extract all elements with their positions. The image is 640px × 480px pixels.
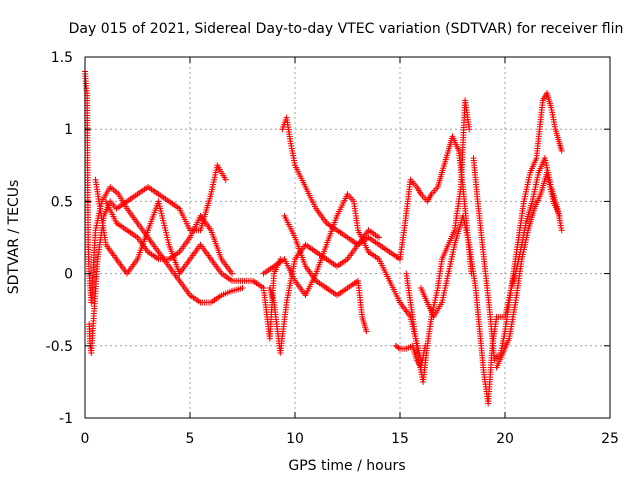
data-point bbox=[395, 344, 402, 351]
y-tick-label: 0.5 bbox=[51, 194, 73, 210]
y-tick-label: -1 bbox=[59, 411, 73, 427]
data-point bbox=[558, 147, 565, 154]
data-series bbox=[470, 155, 565, 364]
x-tick-label: 20 bbox=[496, 431, 514, 447]
x-tick-label: 5 bbox=[186, 431, 195, 447]
data-series bbox=[103, 198, 235, 277]
x-tick-label: 15 bbox=[391, 431, 409, 447]
y-tick-label: 0 bbox=[64, 267, 73, 283]
y-axis-label: SDTVAR / TECUs bbox=[6, 180, 22, 295]
data-series bbox=[86, 162, 229, 357]
data-point bbox=[376, 234, 382, 241]
data-point bbox=[556, 212, 563, 219]
data-series bbox=[403, 97, 473, 385]
x-tick-label: 25 bbox=[601, 431, 619, 447]
data-point bbox=[229, 270, 235, 277]
data-series bbox=[279, 114, 382, 248]
x-tick-label: 10 bbox=[286, 431, 304, 447]
chart-title: Day 015 of 2021, Sidereal Day-to-day VTE… bbox=[69, 21, 624, 37]
plot-frame bbox=[84, 56, 611, 419]
data-series bbox=[493, 169, 563, 371]
data-series bbox=[418, 90, 565, 407]
data-series bbox=[82, 68, 246, 306]
data-point bbox=[222, 176, 229, 183]
data-points bbox=[82, 68, 565, 407]
data-point bbox=[466, 126, 473, 133]
data-series bbox=[281, 212, 370, 335]
y-tick-label: 1.5 bbox=[51, 50, 73, 66]
x-tick-label: 0 bbox=[81, 431, 90, 447]
data-point bbox=[558, 227, 565, 234]
y-tick-label: 1 bbox=[64, 122, 73, 138]
data-point bbox=[239, 285, 246, 292]
y-tick-label: -0.5 bbox=[46, 339, 73, 355]
data-series bbox=[260, 191, 424, 364]
axis-ticks: 0 5 10 15 20 25 -1 -0.5 0 0.5 1 1.5 bbox=[46, 50, 619, 447]
data-point bbox=[363, 328, 370, 335]
x-axis-label: GPS time / hours bbox=[288, 458, 405, 474]
